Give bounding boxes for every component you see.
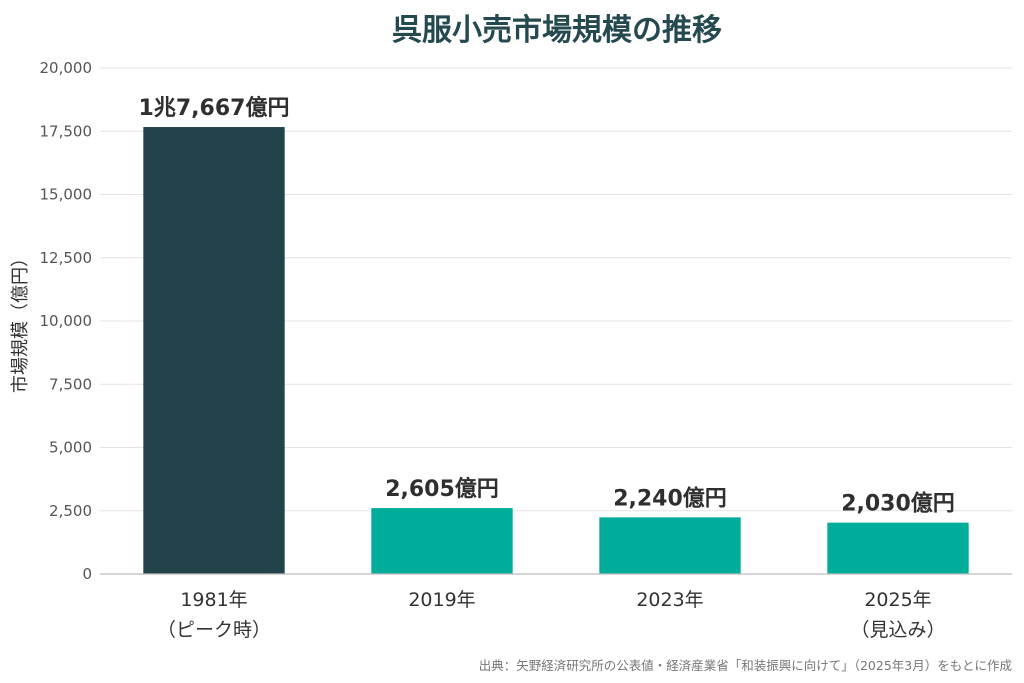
y-tick-label: 7,500 — [49, 375, 92, 393]
y-tick-label: 5,000 — [49, 439, 92, 457]
bars — [143, 127, 969, 574]
bar — [371, 508, 513, 574]
y-tick-label: 15,000 — [40, 186, 93, 204]
x-tick-label: 1981年 — [180, 589, 247, 611]
x-tick-label: 2023年 — [636, 589, 703, 611]
y-axis-ticks: 0 2,500 5,000 7,500 10,000 12,500 15,000 17,500… — [40, 59, 93, 583]
bar-value-label: 2,240億円 — [613, 485, 727, 511]
bar-value-label: 2,030億円 — [841, 491, 955, 517]
y-axis-title: 市場規模（億円） — [10, 249, 31, 393]
y-tick-label: 17,500 — [40, 122, 93, 140]
bar-value-label: 2,605億円 — [385, 476, 499, 502]
y-tick-label: 10,000 — [40, 312, 93, 330]
y-tick-label: 0 — [82, 565, 92, 583]
x-tick-sublabel: （見込み） — [850, 619, 945, 641]
x-tick-sublabel: （ピーク時） — [157, 619, 271, 641]
bar — [143, 127, 285, 574]
source-note: 出典：矢野経済研究所の公表値・経済産業省「和装振興に向けて」（2025年3月）を… — [479, 658, 1012, 673]
bar — [599, 517, 741, 574]
x-axis-ticks: 1981年 （ピーク時） 2019年 2023年 2025年 （見込み） — [157, 589, 946, 641]
y-tick-label: 12,500 — [40, 249, 93, 267]
y-tick-label: 2,500 — [49, 502, 92, 520]
y-tick-label: 20,000 — [40, 59, 93, 77]
chart-title: 呉服小売市場規模の推移 — [392, 13, 722, 48]
x-tick-label: 2019年 — [408, 589, 475, 611]
x-tick-label: 2025年 — [864, 589, 931, 611]
bar — [827, 522, 969, 574]
bar-value-labels: 1兆7,667億円 2,605億円 2,240億円 2,030億円 — [139, 95, 955, 517]
bar-value-label: 1兆7,667億円 — [139, 95, 290, 121]
